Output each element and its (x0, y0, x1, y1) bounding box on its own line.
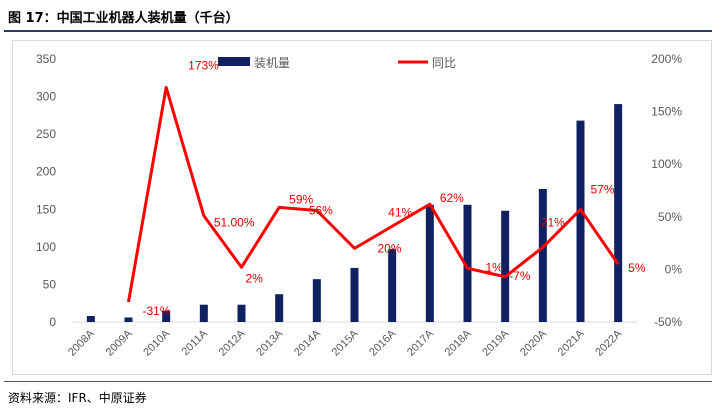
line-data-label: 62% (440, 191, 464, 205)
y-left-tick-label: 50 (43, 277, 57, 291)
line-data-label: 173% (188, 58, 219, 72)
data-labels: -31% 173% 51.00% 2% 59%56% 20% 41% 62% 1% -7% 21% 5… (143, 58, 646, 318)
y-left-tick-label: 250 (36, 127, 56, 141)
line-data-label: -7% (509, 269, 531, 283)
line-data-label: 21% (541, 215, 565, 229)
title-rule (4, 30, 712, 32)
legend: 装机量 同比 (218, 56, 456, 70)
y-left-tick-label: 0 (49, 315, 56, 329)
x-tick-label: 2020A (518, 327, 549, 358)
line-data-label: 59% (289, 192, 313, 206)
y-left-tick-label: 350 (36, 52, 56, 66)
x-tick-label: 2009A (104, 327, 135, 358)
chart-frame (12, 40, 712, 375)
y-left-tick-label: 150 (36, 202, 56, 216)
bar (162, 310, 171, 322)
bar-series (86, 104, 623, 322)
y-right-tick-label: 50% (658, 210, 682, 224)
line-data-label: 5% (628, 261, 646, 275)
y-right-tick-label: 200% (651, 52, 682, 66)
x-tick-label: 2017A (405, 327, 436, 358)
bar (425, 204, 434, 322)
bar (199, 304, 208, 322)
y-right-tick-label: 150% (651, 105, 682, 119)
legend-bar-swatch (218, 57, 250, 66)
bar (576, 120, 585, 322)
bar (275, 294, 284, 322)
bar (388, 249, 397, 322)
x-tick-label: 2016A (367, 327, 398, 358)
line-data-label: 20% (378, 241, 402, 255)
x-tick-label: 2018A (443, 327, 474, 358)
x-tick-label: 2011A (180, 327, 211, 358)
y-right-tick-label: 100% (651, 157, 682, 171)
x-tick-label: 2008A (66, 327, 97, 358)
bar (350, 267, 359, 322)
y-left-tick-label: 100 (36, 240, 56, 254)
axes: 0 50 100 150 200 250 300 350 -50% 0% 50% 100% 150% 20… (36, 52, 682, 359)
line-data-label: 56% (309, 203, 333, 217)
y-left-tick-label: 200 (36, 165, 56, 179)
bar (538, 188, 547, 322)
bar (124, 317, 133, 322)
x-tick-label: 2015A (330, 327, 361, 358)
y-left-tick-label: 300 (36, 90, 56, 104)
figure-title: 图 17：中国工业机器人装机量（千台） (8, 11, 239, 26)
bar (312, 279, 321, 322)
y-right-tick-label: 0% (665, 262, 683, 276)
source-note: 资料来源：IFR、中原证券 (8, 391, 147, 405)
source-rule (4, 381, 712, 382)
line-series (127, 85, 620, 303)
yoy-line (127, 85, 620, 303)
bar (501, 210, 510, 322)
x-tick-label: 2019A (480, 327, 511, 358)
y-right-tick-label: -50% (654, 315, 682, 329)
line-data-label: 1% (486, 260, 504, 274)
line-data-label: 57% (591, 182, 615, 196)
x-tick-label: 2014A (292, 327, 323, 358)
legend-line-label: 同比 (432, 56, 456, 70)
line-data-label: -31% (143, 304, 171, 318)
x-tick-label: 2013A (254, 327, 285, 358)
bar (237, 304, 246, 322)
line-data-label: 51.00% (214, 216, 255, 230)
line-data-label: 41% (388, 205, 412, 219)
x-tick-label: 2012A (217, 327, 248, 358)
x-tick-label: 2010A (141, 327, 172, 358)
bar (614, 104, 623, 322)
line-data-label: 2% (246, 271, 264, 285)
x-tick-label: 2021A (556, 327, 587, 358)
bar (86, 315, 95, 322)
x-tick-label: 2022A (593, 327, 624, 358)
legend-bar-label: 装机量 (254, 56, 290, 70)
bar (463, 204, 472, 322)
